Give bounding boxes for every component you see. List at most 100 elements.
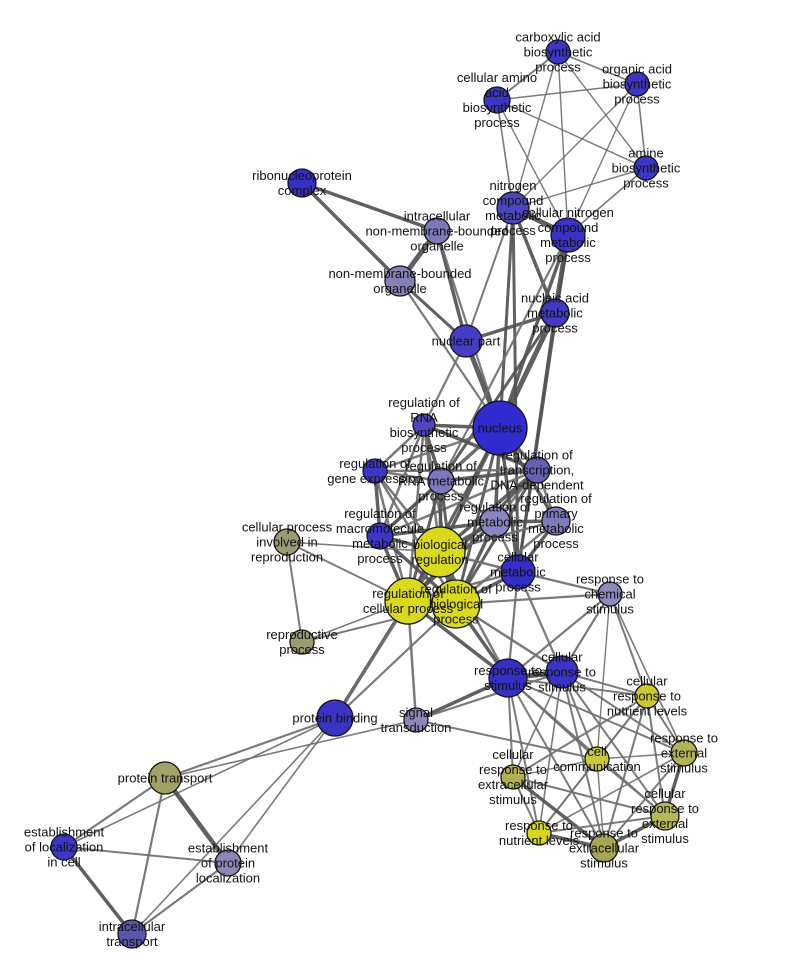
node-cncmp[interactable]: cellular nitrogen compound metabolic pro… bbox=[550, 217, 586, 253]
node-pt[interactable]: protein transport bbox=[148, 761, 182, 795]
node-rrmp[interactable]: regulation of RNA metabolic process bbox=[427, 467, 455, 495]
edge-namp-rrmp bbox=[439, 311, 557, 483]
node-rcp[interactable]: regulation of cellular process bbox=[384, 577, 432, 625]
node-crext[interactable]: cellular response to external stimulus bbox=[650, 801, 680, 831]
node-rtdd[interactable]: regulation of transcription, DNA-depende… bbox=[523, 456, 551, 484]
edge-abp-ncmp bbox=[512, 167, 647, 209]
edge-rs-crext bbox=[507, 677, 666, 817]
edge-cncmp-nucleus bbox=[498, 233, 570, 430]
edge-rrmp-rmmp bbox=[378, 479, 443, 538]
edge-ncmp-npart bbox=[465, 207, 514, 342]
edge-cc-crext bbox=[596, 758, 666, 817]
edge-crs-rnl bbox=[538, 671, 563, 834]
node-caabp[interactable]: cellular amino acid biosynthetic process bbox=[483, 86, 511, 114]
node-cpir[interactable]: cellular process involved in reproductio… bbox=[273, 528, 301, 556]
edge-res-rexc bbox=[603, 752, 685, 849]
edge-elc-epl bbox=[63, 846, 229, 864]
edges-layer bbox=[62, 51, 686, 936]
node-rge[interactable]: regulation of gene expression bbox=[362, 458, 388, 484]
node-cabp[interactable]: carboxylic acid biosynthetic process bbox=[545, 39, 571, 65]
edge-rtdd-rge bbox=[373, 468, 539, 473]
node-rpmp[interactable]: regulation of primary metabolic process bbox=[541, 506, 571, 536]
edge-pb-epl bbox=[227, 717, 336, 864]
node-rnp[interactable]: ribonucleoprotein complex bbox=[287, 168, 317, 198]
edge-cabp-abp bbox=[557, 51, 647, 169]
edge-res-rnl bbox=[538, 752, 685, 834]
edge-ncmp-cmp bbox=[511, 206, 520, 574]
edge-oabp-abp bbox=[636, 83, 647, 169]
edge-rnp-nmbo bbox=[300, 181, 402, 283]
edge-crexc-crext bbox=[512, 776, 666, 817]
node-rp[interactable]: reproductive process bbox=[289, 629, 315, 655]
edge-crext-rnl bbox=[538, 815, 666, 834]
node-pb[interactable]: protein binding bbox=[316, 699, 354, 737]
node-rmp[interactable]: regulation of metabolic process bbox=[479, 506, 511, 538]
edge-pb-rbp bbox=[333, 602, 458, 720]
edge-rtdd-rmmp bbox=[378, 468, 539, 538]
edge-st-crs bbox=[414, 670, 564, 722]
node-rbp[interactable]: regulation of biological process bbox=[431, 579, 481, 629]
edge-pb-bioreg bbox=[333, 550, 442, 720]
edge-pb-elc bbox=[63, 717, 336, 848]
edge-pb-it bbox=[131, 717, 336, 935]
node-nmbo[interactable]: non-membrane-bounded organelle bbox=[384, 265, 416, 297]
edge-rtdd-rrmp bbox=[439, 468, 539, 483]
node-crnl[interactable]: cellular response to nutrient levels bbox=[634, 683, 660, 709]
edge-cpir-rp bbox=[286, 541, 303, 643]
edge-rs-crnl bbox=[507, 677, 648, 697]
edge-caabp-oabp bbox=[496, 83, 638, 101]
edge-crnl-cc bbox=[596, 695, 648, 760]
node-st[interactable]: signal transduction bbox=[403, 707, 429, 733]
node-it[interactable]: intracellular transport bbox=[117, 919, 147, 949]
node-rexc[interactable]: response to extracellular stimulus bbox=[589, 833, 619, 863]
edge-rge-rbp bbox=[373, 469, 458, 606]
edge-rchs-res bbox=[609, 593, 685, 754]
node-npart[interactable]: nuclear part bbox=[449, 324, 483, 358]
edge-pb-pt bbox=[163, 716, 337, 780]
edge-cabp-oabp bbox=[557, 51, 638, 85]
edge-rp-rbp bbox=[301, 603, 457, 643]
node-res[interactable]: response to external stimulus bbox=[670, 739, 698, 767]
edge-cabp-cncmp bbox=[557, 51, 569, 236]
edge-crnl-crext bbox=[646, 695, 666, 817]
edge-rchs-cc bbox=[596, 593, 611, 760]
node-namp[interactable]: nucleic acid metabolic process bbox=[540, 298, 570, 328]
edge-pt-elc bbox=[62, 776, 167, 849]
node-rmmp[interactable]: regulation of macromolecule metabolic pr… bbox=[366, 522, 394, 550]
node-abp[interactable]: amine biosynthetic process bbox=[633, 155, 659, 181]
edge-caabp-abp bbox=[496, 99, 647, 169]
node-crs[interactable]: cellular response to stimulus bbox=[545, 655, 579, 689]
edge-rbp-rchs bbox=[454, 592, 612, 606]
node-rrbp[interactable]: regulation of RNA biosynthetic process bbox=[412, 413, 436, 437]
node-inmbo[interactable]: intracellular non-membrane-bounded organ… bbox=[423, 217, 451, 245]
node-bioreg[interactable]: biological regulation bbox=[414, 526, 466, 578]
node-rs[interactable]: response to stimulus bbox=[488, 658, 528, 698]
node-cc[interactable]: cell communication bbox=[584, 746, 610, 772]
edge-cc-crexc bbox=[512, 758, 598, 778]
node-ncmp[interactable]: nitrogen compound metabolic process bbox=[496, 191, 530, 225]
edge-nmbo-nucleus bbox=[398, 279, 502, 430]
node-rnl[interactable]: response to nutrient levels bbox=[526, 820, 552, 846]
edge-caabp-ncmp bbox=[496, 99, 514, 209]
node-epl[interactable]: establishment of protein localization bbox=[214, 849, 242, 877]
edge-nucleus-rcp bbox=[406, 426, 502, 603]
edge-rnp-inmbo bbox=[300, 181, 439, 233]
edge-cmp-crs bbox=[516, 570, 564, 674]
edge-pt-st bbox=[164, 719, 417, 779]
edge-nucleus-rbp bbox=[454, 426, 502, 606]
edge-crexc-rexc bbox=[511, 775, 606, 850]
edge-cabp-ncmp bbox=[512, 51, 559, 209]
edge-rrbp-rcp bbox=[406, 423, 426, 603]
node-nucleus[interactable]: nucleus bbox=[472, 400, 528, 456]
edge-rchs-crnl bbox=[609, 593, 648, 697]
node-cmp[interactable]: cellular metabolic process bbox=[500, 554, 536, 590]
node-rchs[interactable]: response to chemical stimulus bbox=[597, 581, 623, 607]
edge-epl-it bbox=[130, 861, 230, 936]
node-oabp[interactable]: organic acid biosynthetic process bbox=[624, 71, 650, 97]
node-crexc[interactable]: cellular response to extracellular stimu… bbox=[500, 764, 526, 790]
edge-crs-crext bbox=[561, 671, 666, 817]
edge-elc-it bbox=[62, 845, 134, 936]
node-elc[interactable]: establishment of localization in cell bbox=[50, 833, 78, 861]
